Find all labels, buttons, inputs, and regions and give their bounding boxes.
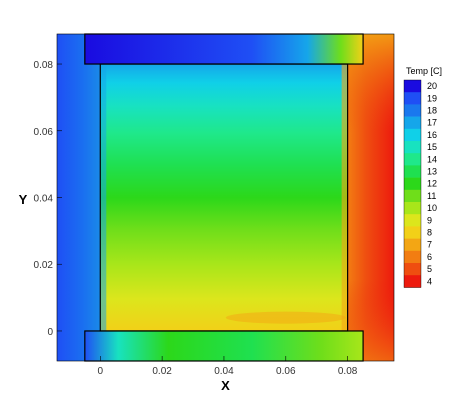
legend-label: 14	[427, 154, 437, 164]
legend-label: 19	[427, 93, 437, 103]
cavity-right-boundary-layer	[341, 64, 348, 331]
legend-label: 15	[427, 142, 437, 152]
legend-swatch	[404, 116, 421, 130]
legend-swatch	[404, 238, 421, 252]
bottom-strip-region	[84, 330, 364, 361]
legend-label: 16	[427, 130, 437, 140]
legend-label: 10	[427, 203, 437, 213]
plot-area	[57, 34, 394, 361]
y-axis: 0 0.02 0.04 0.06 0.08	[34, 60, 62, 338]
legend-label: 12	[427, 179, 437, 189]
x-tick-label: 0.08	[338, 366, 358, 377]
legend-label: 4	[427, 276, 432, 286]
legend-swatch	[404, 141, 421, 154]
y-axis-label: Y	[19, 192, 28, 207]
y-tick-label: 0.06	[34, 127, 54, 138]
y-tick-label: 0.08	[34, 60, 54, 71]
cavity-region	[100, 64, 348, 331]
legend-swatch	[404, 128, 421, 142]
y-tick-label: 0.04	[34, 194, 54, 205]
legend-label: 13	[427, 167, 437, 177]
legend-swatch	[404, 165, 421, 178]
left-wall-region	[57, 34, 101, 361]
legend-label: 11	[427, 191, 436, 201]
colorbar-legend: Temp [C] 20 19 18 17 16 15 14 13 12 11 10 9 8 7 6 5 4	[403, 66, 442, 288]
legend-title: Temp [C]	[406, 66, 442, 76]
legend-swatch	[404, 92, 421, 105]
legend-swatch	[404, 214, 421, 227]
legend-label: 20	[427, 81, 437, 91]
legend-label: 6	[427, 252, 432, 262]
legend-swatch	[404, 275, 421, 288]
legend-label: 7	[427, 240, 432, 250]
x-axis: 0 0.02 0.04 0.06 0.08	[98, 356, 358, 377]
legend-label: 9	[427, 215, 432, 225]
x-tick-label: 0.02	[152, 366, 172, 377]
legend-swatch	[404, 250, 421, 264]
y-tick-label: 0	[47, 327, 53, 338]
x-axis-label: X	[221, 378, 230, 393]
legend-border	[403, 79, 422, 288]
legend-swatch	[404, 189, 421, 203]
legend-label: 8	[427, 228, 432, 238]
top-strip-region	[84, 34, 364, 65]
legend-label: 17	[427, 118, 437, 128]
x-tick-label: 0.06	[276, 366, 296, 377]
cavity-left-boundary-layer	[100, 64, 107, 331]
legend-label: 18	[427, 106, 437, 116]
legend-label: 5	[427, 264, 432, 274]
legend-swatch	[404, 202, 421, 215]
x-tick-label: 0.04	[214, 366, 234, 377]
legend-swatch	[404, 226, 421, 239]
right-wall-shading	[347, 34, 394, 361]
bottom-plume	[225, 311, 346, 324]
x-tick-label: 0	[98, 366, 104, 377]
legend-swatch	[404, 263, 421, 276]
legend-swatch	[404, 104, 421, 117]
legend-swatch	[404, 177, 421, 191]
legend-swatch	[404, 80, 421, 93]
legend-swatch	[404, 153, 421, 166]
y-tick-label: 0.02	[34, 260, 54, 271]
